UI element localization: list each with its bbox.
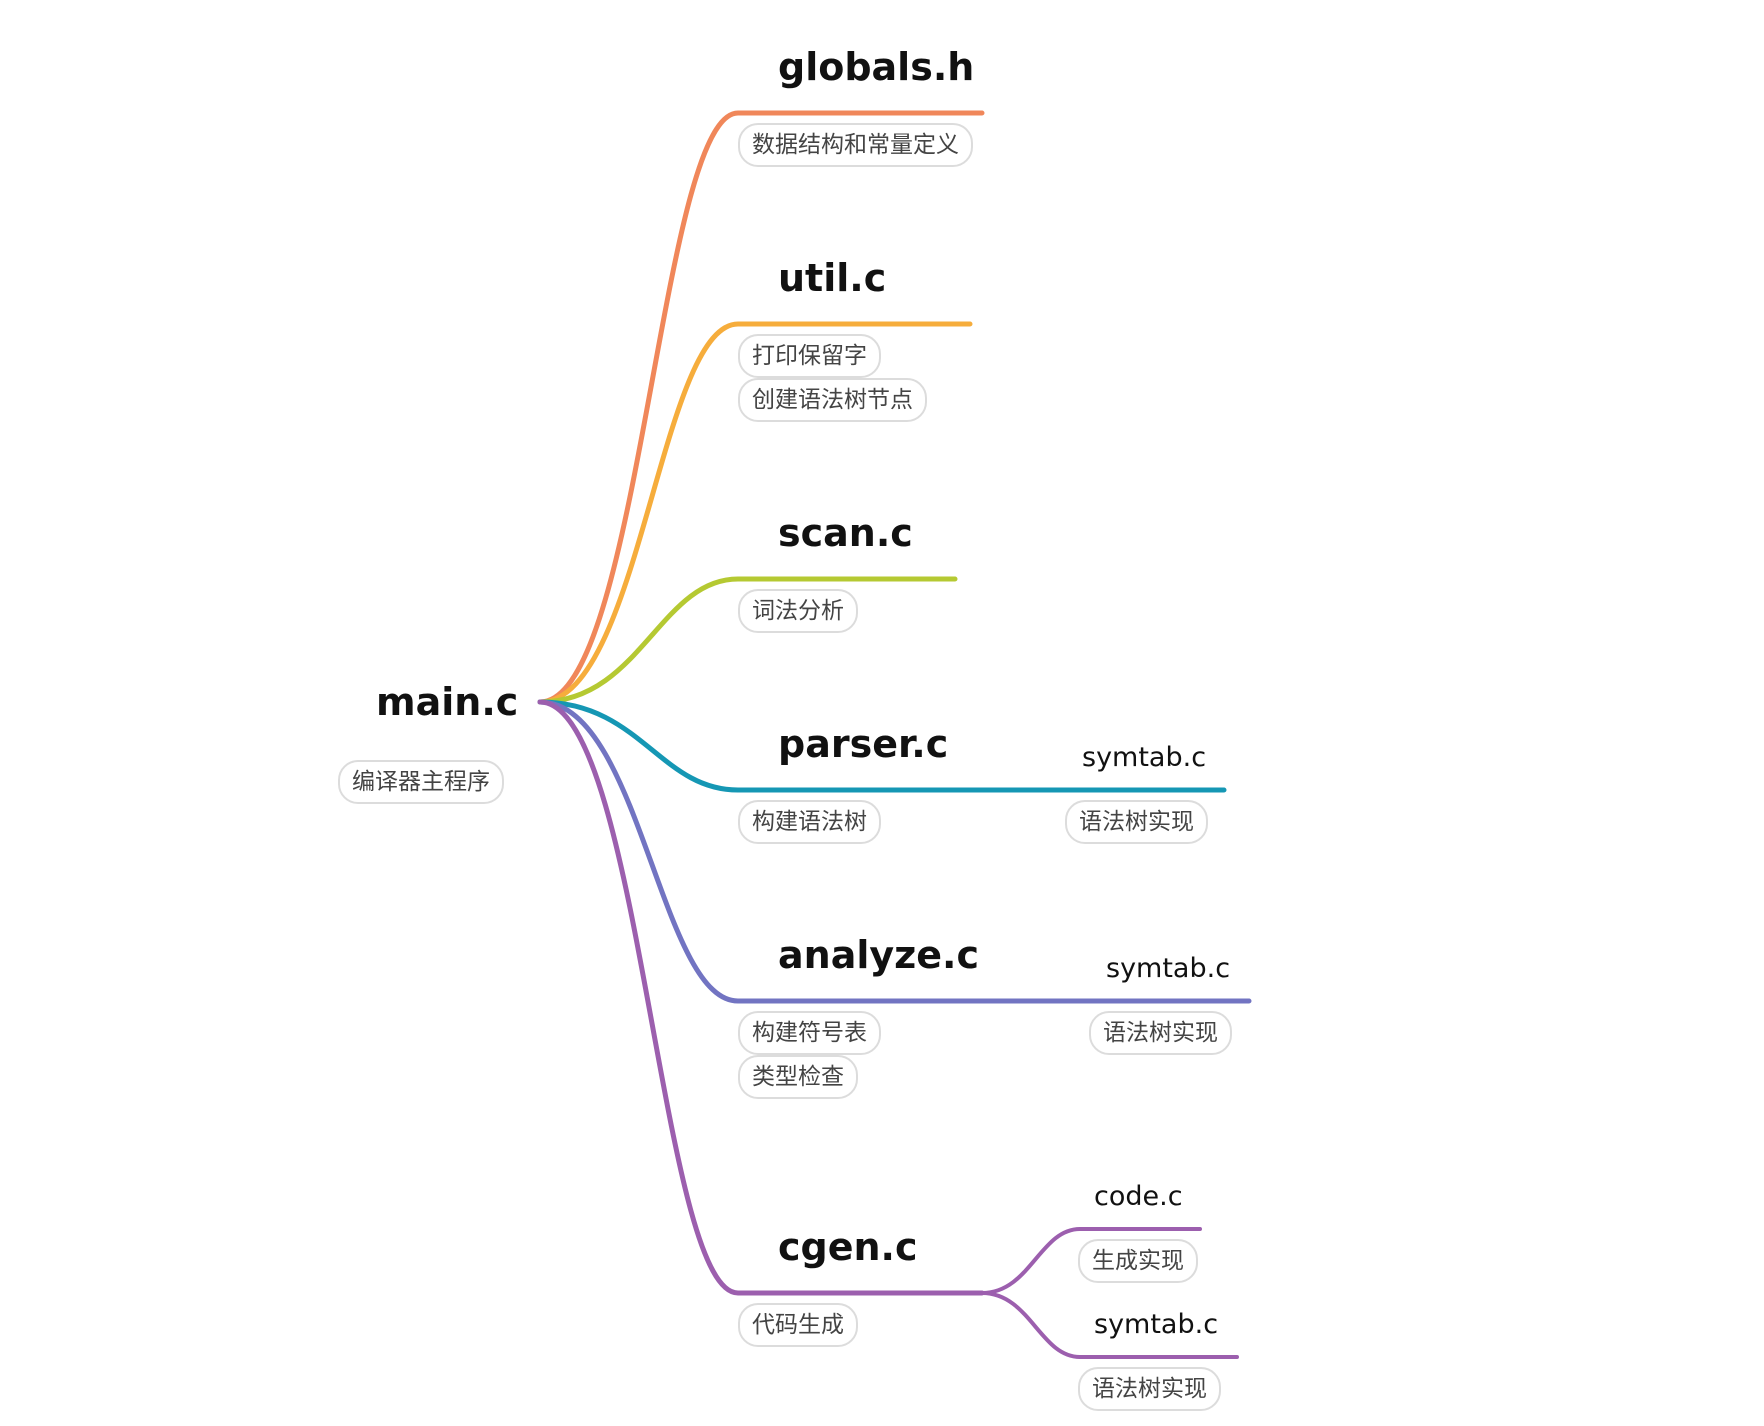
connector-analyze bbox=[537, 699, 1252, 1004]
connector-globals bbox=[537, 110, 985, 705]
connector-parser bbox=[537, 699, 1227, 793]
topic-util-c[interactable]: util.c bbox=[778, 256, 887, 300]
connector-cgen bbox=[537, 699, 985, 1296]
topic-code-c[interactable]: code.c bbox=[1094, 1181, 1183, 1212]
root-topic-title[interactable]: main.c bbox=[376, 680, 519, 724]
note-analyze-c-1: 构建符号表 bbox=[738, 1011, 881, 1055]
connector-code bbox=[980, 1227, 1202, 1295]
note-code-c: 生成实现 bbox=[1078, 1239, 1198, 1283]
topic-analyze-symtab-c[interactable]: symtab.c bbox=[1106, 953, 1231, 984]
connector-util bbox=[537, 321, 973, 705]
topic-analyze-c[interactable]: analyze.c bbox=[778, 933, 979, 977]
note-parser-symtab-c: 语法树实现 bbox=[1065, 800, 1208, 844]
note-analyze-c-2: 类型检查 bbox=[738, 1055, 858, 1099]
connector-scan bbox=[537, 576, 958, 705]
topic-scan-c[interactable]: scan.c bbox=[778, 511, 913, 555]
note-util-c-1: 打印保留字 bbox=[738, 334, 881, 378]
root-topic-note: 编译器主程序 bbox=[338, 760, 504, 804]
note-parser-c: 构建语法树 bbox=[738, 800, 881, 844]
note-util-c-2: 创建语法树节点 bbox=[738, 378, 927, 422]
note-scan-c: 词法分析 bbox=[738, 589, 858, 633]
note-cgen-symtab-c: 语法树实现 bbox=[1078, 1367, 1221, 1411]
connector-cgen-symtab bbox=[980, 1291, 1239, 1359]
topic-globals-h[interactable]: globals.h bbox=[778, 45, 975, 89]
topic-cgen-c[interactable]: cgen.c bbox=[778, 1225, 918, 1269]
topic-parser-symtab-c[interactable]: symtab.c bbox=[1082, 742, 1207, 773]
note-analyze-symtab-c: 语法树实现 bbox=[1089, 1011, 1232, 1055]
note-globals-h: 数据结构和常量定义 bbox=[738, 123, 973, 167]
topic-parser-c[interactable]: parser.c bbox=[778, 722, 949, 766]
note-cgen-c: 代码生成 bbox=[738, 1303, 858, 1347]
topic-cgen-symtab-c[interactable]: symtab.c bbox=[1094, 1309, 1219, 1340]
